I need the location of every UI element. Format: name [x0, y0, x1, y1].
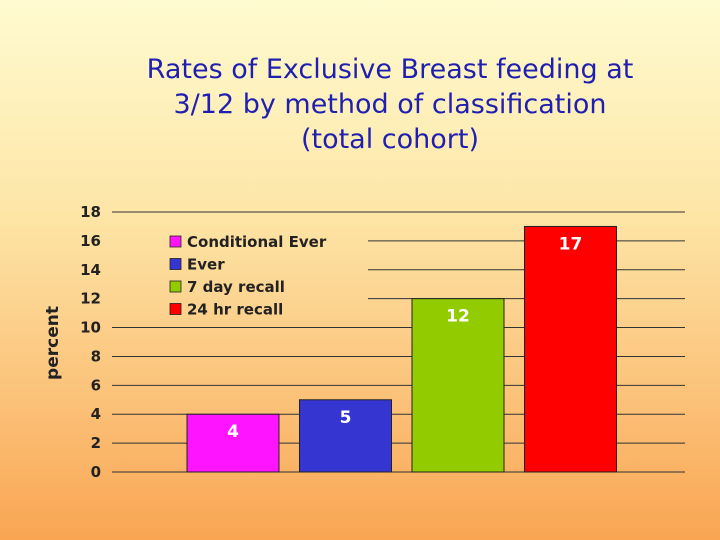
y-axis-ticks: 0 2 4 6 8 10 12 14 16 18	[80, 203, 101, 481]
y-tick-label: 8	[91, 347, 101, 365]
y-tick-label: 16	[80, 232, 101, 250]
bar-1	[186, 413, 280, 473]
bar-2	[299, 399, 392, 473]
chart-title-line-3: (total cohort)	[300, 124, 480, 155]
legend-label-1: Conditional Ever	[187, 233, 327, 251]
y-tick-label: 4	[91, 405, 101, 423]
bar-4	[524, 225, 617, 473]
legend-swatch-1	[169, 235, 182, 248]
chart-title-line-2: 3/12 by method of classification	[173, 89, 607, 120]
y-tick-label: 6	[91, 376, 101, 394]
bars: 4 5 12 17	[186, 225, 617, 473]
data-label-1: 4	[227, 422, 239, 442]
legend-swatch-4	[169, 303, 182, 315]
legend-label-3: 7 day recall	[187, 278, 285, 296]
legend-label-4: 24 hr recall	[187, 301, 283, 319]
legend: Conditional Ever Ever 7 day recall 24 hr re…	[169, 233, 327, 319]
y-axis-label: percent	[43, 306, 63, 380]
data-label-2: 5	[340, 408, 352, 428]
y-tick-label: 14	[80, 261, 101, 279]
y-tick-label: 18	[80, 203, 101, 221]
chart-title: Rates of Exclusive Breast feeding at 3/1…	[60, 52, 720, 157]
y-tick-label: 10	[80, 319, 101, 337]
legend-swatch-3	[169, 280, 182, 293]
chart-title-line-1: Rates of Exclusive Breast feeding at	[146, 54, 634, 85]
y-tick-label: 2	[91, 434, 101, 452]
legend-label-2: Ever	[187, 256, 225, 274]
data-label-4: 17	[559, 234, 583, 254]
y-tick-label: 12	[80, 290, 101, 308]
data-label-3: 12	[446, 307, 470, 327]
y-tick-label: 0	[91, 463, 101, 481]
bar-3	[411, 298, 505, 473]
legend-swatch-2	[169, 258, 182, 270]
